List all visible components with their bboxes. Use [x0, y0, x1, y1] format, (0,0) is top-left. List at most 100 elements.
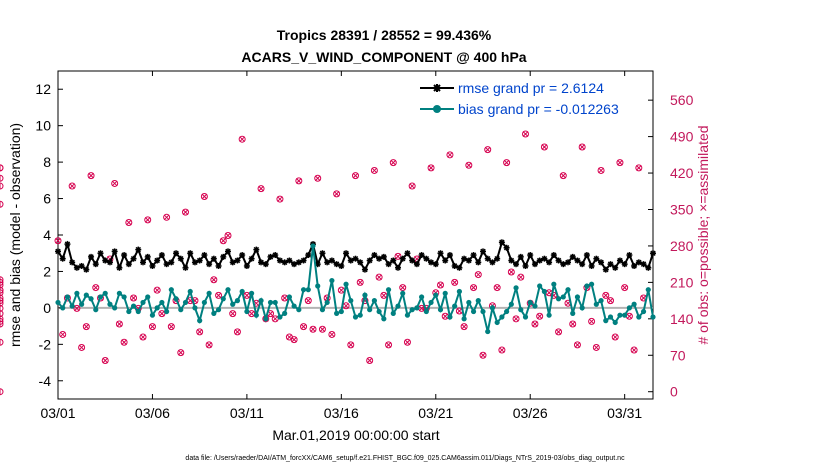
obs-assimilated-stroke	[258, 185, 264, 192]
rmse-point-stroke	[352, 255, 359, 262]
obs-assimilated-stroke	[210, 276, 217, 283]
obs-possible-marker	[403, 338, 411, 346]
rmse-point	[69, 259, 76, 266]
obs-assimilated-marker	[210, 276, 217, 283]
obs-assimilated-stroke	[177, 349, 184, 356]
obs-assimilated-stroke	[116, 321, 123, 327]
rmse-point-stroke	[461, 255, 467, 262]
obs-possible-marker	[333, 190, 341, 198]
obs-assimilated-marker	[220, 237, 227, 244]
rmse-point	[498, 239, 505, 246]
obs-assimilated-marker	[83, 323, 90, 330]
obs-assimilated-marker	[404, 339, 411, 346]
rmse-point-stroke	[617, 257, 623, 264]
obs-assimilated-stroke	[168, 323, 175, 330]
obs-possible-marker	[347, 341, 355, 349]
rmse-point	[319, 250, 326, 257]
obs-assimilated-stroke	[465, 162, 472, 169]
obs-possible-marker	[474, 271, 482, 279]
rmse-point	[508, 257, 515, 264]
bias-point	[211, 310, 217, 316]
obs-assimilated-stroke	[286, 334, 293, 340]
rmse-point	[555, 257, 562, 264]
rmse-point	[88, 253, 95, 260]
rmse-point	[121, 252, 128, 259]
bias-point	[145, 294, 151, 300]
rmse-point-stroke	[385, 261, 392, 267]
obs-assimilated-marker	[333, 191, 340, 197]
bias-point	[584, 283, 590, 289]
obs-assimilated-stroke	[494, 284, 501, 291]
obs-assimilated-marker	[310, 326, 316, 333]
rmse-point-stroke	[588, 263, 595, 269]
obs-possible-marker	[588, 317, 596, 325]
bias-point	[470, 308, 477, 315]
legend-rmse-marker	[433, 84, 441, 92]
bias-point	[367, 307, 373, 313]
rmse-point	[300, 257, 307, 264]
obs-possible-marker	[167, 323, 175, 331]
rmse-point	[390, 257, 397, 264]
obs-assimilated-marker	[508, 269, 515, 275]
rmse-point	[229, 259, 236, 266]
chart-subtitle: ACARS_V_WIND_COMPONENT @ 400 hPa	[241, 49, 526, 65]
obs-assimilated-stroke	[215, 292, 222, 299]
obs-assimilated-marker	[428, 164, 434, 171]
bias-point	[504, 308, 510, 315]
obs-possible-marker	[111, 179, 119, 187]
bias-point	[447, 314, 453, 320]
y2-tick-label: 350	[670, 201, 694, 217]
rmse-point-stroke	[102, 257, 108, 264]
obs-assimilated-stroke	[626, 313, 633, 320]
bias-point	[164, 308, 170, 315]
rmse-point-stroke	[220, 254, 227, 260]
rmse-point	[442, 257, 449, 264]
rmse-point-stroke	[130, 255, 137, 262]
rmse-point-stroke	[645, 265, 652, 271]
bias-point	[348, 298, 354, 304]
rmse-point	[158, 252, 165, 259]
obs-possible-marker	[233, 328, 241, 336]
obs-assimilated-marker	[239, 136, 246, 143]
rmse-point	[569, 253, 576, 260]
obs-assimilated-marker	[390, 159, 397, 166]
y2-tick-label: 140	[670, 311, 694, 327]
obs-possible-marker	[356, 278, 364, 286]
obs-assimilated-stroke	[598, 167, 604, 174]
bias-point	[499, 314, 505, 320]
obs-assimilated-stroke	[196, 328, 203, 335]
rmse-point	[305, 252, 312, 259]
bias-point	[357, 312, 363, 318]
rmse-point	[437, 250, 444, 257]
bias-point	[626, 305, 632, 311]
rmse-point	[111, 248, 118, 255]
rmse-point	[503, 244, 510, 251]
rmse-point-stroke	[640, 261, 647, 267]
obs-possible-marker	[163, 213, 171, 221]
obs-possible-marker	[210, 276, 218, 284]
rmse-point-stroke	[541, 255, 548, 262]
rmse-point-stroke	[239, 252, 245, 258]
rmse-point-stroke	[603, 266, 609, 273]
rmse-point-stroke	[93, 261, 99, 267]
rmse-point-stroke	[593, 255, 600, 262]
rmse-point-stroke	[428, 259, 434, 266]
bias-point	[338, 308, 344, 315]
y2-axis-label: # of obs: o=possible; ×=assimilated	[695, 125, 711, 344]
obs-assimilated-marker	[215, 292, 222, 299]
obs-possible-marker	[309, 325, 317, 333]
obs-possible-marker	[314, 174, 322, 182]
bias-point	[400, 290, 406, 296]
bias-point	[574, 294, 581, 300]
rmse-point-stroke	[381, 254, 387, 260]
obs-assimilated-marker	[357, 279, 364, 286]
rmse-point	[116, 264, 123, 271]
rmse-point	[461, 255, 468, 262]
rmse-point-stroke	[621, 261, 628, 267]
obs-possible-marker	[304, 297, 312, 305]
obs-possible-marker	[470, 284, 478, 292]
bias-point	[329, 277, 335, 284]
rmse-point-stroke	[149, 263, 156, 269]
rmse-point-stroke	[111, 248, 118, 255]
bias-point	[83, 292, 89, 298]
